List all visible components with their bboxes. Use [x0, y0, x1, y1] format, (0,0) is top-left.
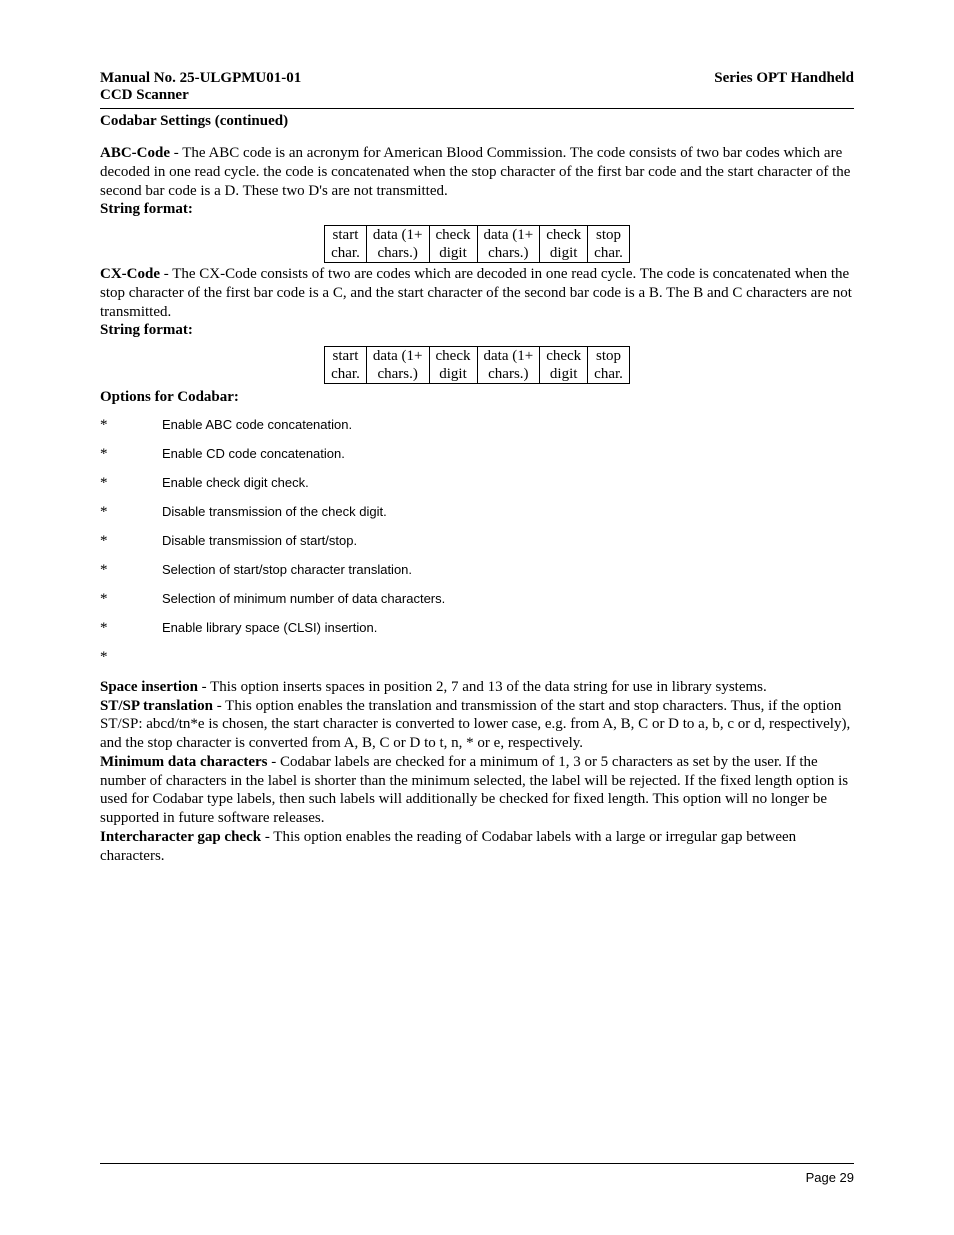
options-label: Options for Codabar: — [100, 388, 854, 407]
bullet-star: * — [100, 591, 162, 608]
stsp-text: - This option enables the translation an… — [100, 698, 850, 752]
option-item: *Enable CD code concatenation. — [100, 446, 854, 463]
table-cell: checkdigit — [540, 347, 588, 384]
bullet-star: * — [100, 446, 162, 463]
abc-string-format-label: String format: — [100, 200, 854, 219]
table-cell: stopchar. — [588, 347, 630, 384]
option-item: *Enable ABC code concatenation. — [100, 417, 854, 434]
bullet-star: * — [100, 649, 162, 666]
table-cell: data (1+chars.) — [366, 226, 429, 263]
abc-format-table: startchar. data (1+chars.) checkdigit da… — [324, 225, 630, 263]
mindata-paragraph: Minimum data characters - Codabar labels… — [100, 753, 854, 828]
option-item: *Selection of start/stop character trans… — [100, 562, 854, 579]
cx-format-table: startchar. data (1+chars.) checkdigit da… — [324, 346, 630, 384]
bullet-star: * — [100, 417, 162, 434]
option-text: Enable check digit check. — [162, 475, 854, 492]
abc-code-text: - The ABC code is an acronym for America… — [100, 145, 850, 199]
table-cell: checkdigit — [540, 226, 588, 263]
option-item: *Selection of minimum number of data cha… — [100, 591, 854, 608]
option-item-empty: * — [100, 649, 854, 666]
stsp-label: ST/SP translation — [100, 698, 213, 714]
mindata-label: Minimum data characters — [100, 754, 267, 770]
bullet-star: * — [100, 620, 162, 637]
table-cell: data (1+chars.) — [477, 226, 540, 263]
abc-code-paragraph: ABC-Code - The ABC code is an acronym fo… — [100, 144, 854, 219]
option-item: *Disable transmission of the check digit… — [100, 504, 854, 521]
option-text: Enable library space (CLSI) insertion. — [162, 620, 854, 637]
bullet-star: * — [100, 562, 162, 579]
option-text: Selection of minimum number of data char… — [162, 591, 854, 608]
cx-string-format-label: String format: — [100, 321, 854, 340]
table-cell: startchar. — [325, 226, 367, 263]
space-insertion-text: - This option inserts spaces in position… — [198, 679, 767, 695]
option-item: *Disable transmission of start/stop. — [100, 533, 854, 550]
space-insertion-paragraph: Space insertion - This option inserts sp… — [100, 678, 854, 697]
options-list: *Enable ABC code concatenation. *Enable … — [100, 417, 854, 666]
table-cell: stopchar. — [588, 226, 630, 263]
option-text: Disable transmission of the check digit. — [162, 504, 854, 521]
table-cell: startchar. — [325, 347, 367, 384]
stsp-paragraph: ST/SP translation - This option enables … — [100, 697, 854, 753]
document-page: Manual No. 25-ULGPMU01-01 CCD Scanner Se… — [0, 0, 954, 1235]
option-item: *Enable check digit check. — [100, 475, 854, 492]
page-header: Manual No. 25-ULGPMU01-01 CCD Scanner Se… — [100, 70, 854, 104]
bullet-star: * — [100, 533, 162, 550]
table-cell: data (1+chars.) — [366, 347, 429, 384]
manual-number: Manual No. 25-ULGPMU01-01 — [100, 70, 301, 87]
table-cell: checkdigit — [429, 347, 477, 384]
abc-code-label: ABC-Code — [100, 145, 170, 161]
bullet-star: * — [100, 475, 162, 492]
option-text: Selection of start/stop character transl… — [162, 562, 854, 579]
cx-code-text: - The CX-Code consists of two are codes … — [100, 266, 852, 320]
page-footer: Page 29 — [100, 1163, 854, 1185]
cx-code-paragraph: CX-Code - The CX-Code consists of two ar… — [100, 265, 854, 340]
option-text — [162, 649, 854, 666]
section-title: Codabar Settings (continued) — [100, 113, 854, 130]
header-right: Series OPT Handheld — [714, 70, 854, 104]
product-name: CCD Scanner — [100, 87, 301, 104]
cx-code-label: CX-Code — [100, 266, 160, 282]
header-left: Manual No. 25-ULGPMU01-01 CCD Scanner — [100, 70, 301, 104]
table-cell: data (1+chars.) — [477, 347, 540, 384]
option-text: Disable transmission of start/stop. — [162, 533, 854, 550]
table-cell: checkdigit — [429, 226, 477, 263]
header-rule — [100, 108, 854, 109]
bullet-star: * — [100, 504, 162, 521]
option-item: *Enable library space (CLSI) insertion. — [100, 620, 854, 637]
intergap-paragraph: Intercharacter gap check - This option e… — [100, 828, 854, 866]
option-text: Enable CD code concatenation. — [162, 446, 854, 463]
option-text: Enable ABC code concatenation. — [162, 417, 854, 434]
space-insertion-label: Space insertion — [100, 679, 198, 695]
intergap-label: Intercharacter gap check — [100, 829, 261, 845]
